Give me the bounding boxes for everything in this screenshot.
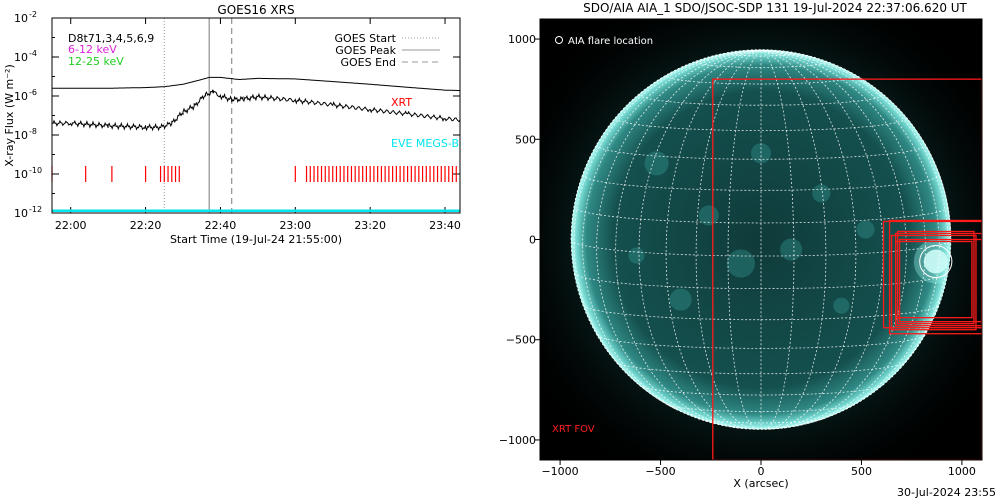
goes-y-tick-label: 10 [14,168,28,181]
goes-x-tick-label: 23:00 [279,219,311,232]
goes-title: GOES16 XRS [217,3,294,17]
goes-plot-frame [51,17,461,214]
goes-x-tick-label: 23:20 [354,219,386,232]
footer-timestamp: 30-Jul-2024 23:55 [896,486,996,499]
goes-xrs-chart: GOES16 XRS Start Time (19-Jul-24 21:55:00… [3,3,461,246]
active-region [780,238,803,261]
flare-location-circle [919,244,953,279]
grid-latitude-line [639,385,883,396]
xrt-fov-box [896,230,975,325]
grid-latitude-line [667,404,855,412]
active-region [669,288,692,311]
xrt-fov-box [888,219,982,335]
aia-y-tick-label: 0 [529,234,536,247]
aia-x-tick-label: 500 [851,465,872,478]
grid-longitude-line [596,50,762,427]
goes-y-tick-exponent: -12 [29,205,42,214]
goes-y-tick-exponent: -10 [29,166,42,175]
grid-latitude-line [698,418,824,424]
grid-longitude-line [760,50,952,240]
xrt-fov-label: XRT FOV [552,424,595,435]
aia-image-chart: AIA flare location XRT FOV SDO/AIA AIA_1 S… [500,1,983,490]
xrt-fov-box [890,234,977,331]
grid-longitude-line [760,50,926,427]
grid-longitude-line [695,50,762,430]
goes-y-tick-label: 10 [14,207,28,220]
active-region [698,205,719,226]
aia-x-tick-label: −1000 [541,465,578,478]
goes-y-tick-label: 10 [14,90,28,103]
grid-latitude-line [616,362,906,375]
active-region [644,151,669,176]
grid-latitude-line [596,144,926,160]
goes-ylabel: X-ray Flux (W m⁻²) [3,64,16,166]
grid-latitude-line [615,117,907,131]
goes-y-tick-label: 10 [14,12,28,25]
aia-title: SDO/AIA AIA_1 SDO/JSOC-SDP 131 19-Jul-20… [583,1,967,15]
legend-marker-icon [555,36,563,44]
xrt-fov-box [894,240,973,319]
goes-y-tick-label: 10 [14,129,28,142]
active-region [833,297,850,314]
grid-longitude-line [582,50,762,425]
goes-energy-label-low: 6-12 keV [68,43,117,56]
grid-latitude-line [638,94,884,106]
grid-longitude-line [760,50,907,429]
flare-brightening [923,249,948,274]
grid-latitude-line [573,206,949,224]
goes-xlabel: Start Time (19-Jul-24 21:55:00) [170,233,342,246]
goes-y-tick-exponent: -2 [29,10,37,19]
aia-y-tick-label: −1000 [500,434,536,447]
eve-megs-label: EVE MEGS-B [391,137,459,150]
heliographic-grid [570,49,952,430]
grid-longitude-line [638,50,762,429]
grid-longitude-line [760,50,827,430]
goes-y-tick-exponent: -8 [29,127,37,136]
aia-legend-label: AIA flare location [568,36,653,47]
active-regions [628,143,951,314]
goes-y-tick-label: 10 [14,51,28,64]
goes-energy-label-high: 12-25 keV [68,55,124,68]
goes-y-tick-exponent: -4 [29,49,37,58]
goes-series-long [52,76,461,92]
active-region [856,220,875,239]
goes-legend-label: GOES End [340,56,396,69]
xrt-label: XRT [391,96,412,109]
goes-detector-label: D8t71,3,4,5,6,9 [68,32,154,45]
grid-longitude-line [760,50,857,430]
aia-plot-area [540,19,982,460]
aia-y-tick-label: 500 [515,133,536,146]
grid-latitude-line [582,304,940,321]
goes-series-short [51,89,461,132]
aia-y-tick-label: −500 [506,334,536,347]
grid-longitude-line [615,50,762,429]
active-region [812,184,831,203]
active-region [750,143,772,164]
aia-x-tick-label: 1000 [948,465,976,478]
flare-halo [913,239,951,284]
goes-legend-label: GOES Start [335,32,397,45]
goes-x-tick-label: 23:40 [429,219,461,232]
aia-x-tick-label: 0 [758,465,765,478]
goes-x-tick-label: 22:20 [130,219,162,232]
grid-longitude-line [665,50,762,430]
goes-x-tick-label: 22:40 [205,219,237,232]
goes-x-tick-label: 22:00 [55,219,87,232]
aia-y-tick-label: 1000 [508,33,536,46]
active-region [628,247,645,264]
goes-legend-label: GOES Peak [335,44,396,57]
aia-x-tick-label: −500 [645,465,675,478]
aia-xlabel: X (arcsec) [733,477,788,490]
goes-y-tick-exponent: -6 [29,88,37,97]
active-region [726,249,755,278]
